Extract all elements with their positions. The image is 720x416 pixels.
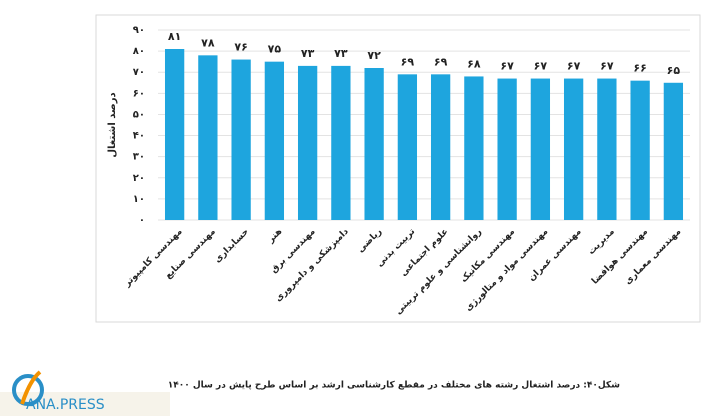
value-label: ۷۳: [301, 47, 315, 60]
y-tick-label: ۰: [139, 215, 145, 226]
logo-mark: [20, 370, 42, 405]
y-tick-label: ۳۰: [133, 152, 145, 163]
bar: [198, 55, 218, 221]
bar: [297, 65, 318, 220]
value-label: ۶۷: [534, 60, 548, 73]
bar: [464, 76, 484, 220]
bar: [397, 74, 418, 220]
y-tick-label: ۶۰: [133, 88, 145, 99]
logo-mark: [12, 374, 44, 406]
y-axis-label: درصد اشتغال: [107, 92, 118, 157]
value-label: ۶۵: [667, 64, 681, 77]
y-tick-label: ۸۰: [133, 46, 145, 57]
value-label: ۶۷: [600, 60, 614, 73]
caption: شکل۴۰: درصد اشتغال رشته های مختلف در مقط…: [168, 381, 620, 391]
value-label: ۶۹: [401, 55, 415, 68]
value-label: ۶۸: [467, 57, 481, 70]
bar: [630, 80, 650, 221]
value-label: ۸۱: [168, 30, 181, 43]
y-tick-label: ۷۰: [133, 67, 145, 78]
bar: [264, 61, 285, 220]
bar: [430, 74, 451, 220]
bar: [364, 68, 384, 220]
bar: [563, 78, 584, 220]
bar: [231, 59, 251, 220]
y-tick-label: ۹۰: [133, 25, 145, 36]
value-label: ۶۷: [500, 60, 514, 73]
bar: [530, 78, 551, 220]
bar: [164, 49, 185, 220]
value-label: ۶۶: [633, 62, 646, 75]
value-label: ۷۳: [334, 47, 348, 60]
y-tick-label: ۵۰: [133, 109, 145, 120]
watermark: ANA.PRESS: [26, 397, 105, 413]
bar: [663, 82, 684, 221]
bar: [497, 78, 517, 220]
value-label: ۶۹: [434, 55, 448, 68]
y-tick-label: ۲۰: [133, 173, 145, 184]
value-label: ۶۷: [567, 60, 581, 73]
logo: ANA.PRESS: [0, 370, 170, 416]
value-label: ۷۸: [201, 36, 215, 49]
y-tick-label: ۴۰: [133, 131, 145, 142]
bar: [331, 65, 351, 220]
y-tick-label: ۱۰: [133, 194, 145, 205]
value-label: ۷۶: [234, 41, 247, 54]
value-label: ۷۵: [268, 43, 282, 56]
bar: [597, 78, 617, 220]
value-label: ۷۲: [367, 49, 381, 62]
